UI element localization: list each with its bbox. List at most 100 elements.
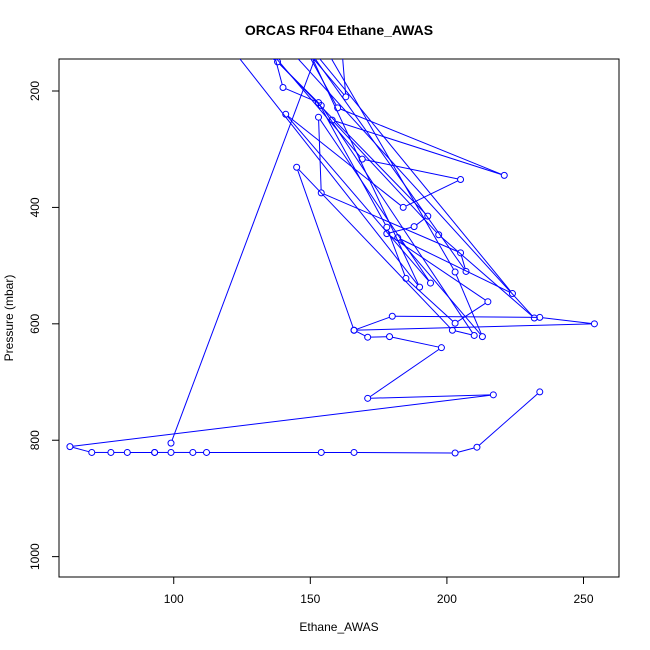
series-segment — [340, 108, 502, 175]
data-point — [203, 448, 211, 456]
data-point — [358, 155, 366, 163]
data-point — [337, 0, 343, 4]
data-point — [416, 283, 424, 291]
series-segment — [457, 447, 475, 453]
x-tick-label: 200 — [437, 592, 457, 606]
data-point — [293, 163, 301, 171]
series-segment — [171, 59, 316, 441]
data-point — [350, 448, 358, 456]
series-segment — [457, 302, 486, 323]
series-segment — [283, 9, 340, 12]
plot-frame — [58, 58, 620, 578]
series-segment — [356, 316, 390, 330]
data-point — [462, 267, 470, 275]
series-segment — [342, 59, 347, 94]
data-point — [457, 249, 465, 257]
series-segment — [297, 59, 533, 317]
x-tick-label: 150 — [300, 592, 320, 606]
data-point — [317, 189, 325, 197]
data-point — [484, 298, 492, 306]
series-segment — [287, 115, 402, 206]
data-point — [435, 231, 443, 239]
series-segment — [356, 331, 366, 337]
chart-title: ORCAS RF04 Ethane_AWAS — [245, 22, 433, 38]
data-point — [189, 448, 197, 456]
series-segment — [319, 119, 430, 281]
series-segment — [319, 105, 386, 225]
data-point — [258, 15, 264, 21]
data-point — [402, 274, 410, 282]
data-point — [239, 1, 245, 7]
data-point — [201, 10, 207, 16]
x-axis: 100 150 200 250 — [164, 576, 594, 606]
series-segment — [298, 169, 451, 329]
data-point — [364, 394, 372, 402]
data-point — [473, 443, 481, 451]
data-point — [364, 333, 372, 341]
series-segment — [274, 0, 281, 8]
y-tick-label: 800 — [28, 430, 42, 450]
series-segment — [279, 63, 427, 215]
data-point — [508, 290, 516, 298]
data-point — [536, 388, 544, 396]
data-point — [328, 116, 336, 124]
series-segment — [276, 59, 361, 158]
data-point — [478, 333, 486, 341]
series-segment — [542, 317, 592, 324]
series-segment — [357, 451, 453, 454]
data-point — [386, 333, 394, 341]
x-tick-label: 250 — [573, 592, 593, 606]
series-segment — [287, 116, 429, 282]
y-tick-label: 200 — [28, 81, 42, 101]
data-point — [225, 4, 231, 10]
series-segment — [370, 394, 491, 399]
data-point — [451, 449, 459, 457]
data-point — [383, 223, 391, 231]
series-segment — [275, 59, 283, 85]
series-segment — [455, 330, 472, 336]
y-axis-label: Pressure (mbar) — [2, 275, 16, 362]
data-point — [410, 223, 418, 231]
series-segment — [312, 59, 419, 285]
data-point — [315, 99, 323, 107]
y-tick-label: 1000 — [28, 543, 42, 570]
series-segment — [392, 336, 439, 348]
data-point — [307, 44, 313, 50]
data-point — [88, 448, 96, 456]
series-segment — [460, 255, 466, 269]
data-point — [451, 268, 459, 276]
series-segment — [207, 8, 226, 12]
data-point — [66, 443, 74, 451]
series-segment — [323, 193, 459, 253]
series-segment — [297, 169, 354, 328]
data-point — [470, 331, 478, 339]
data-point — [167, 448, 175, 456]
data-point — [437, 344, 445, 352]
data-point — [167, 439, 175, 447]
series-segment — [405, 180, 459, 207]
x-axis-label: Ethane_AWAS — [299, 620, 378, 634]
series-segment — [407, 280, 454, 322]
series-segment — [239, 59, 419, 286]
series-segment — [283, 13, 307, 22]
series-segment — [245, 1, 337, 4]
y-tick-label: 600 — [28, 313, 42, 333]
series-segment — [318, 120, 322, 190]
series-segment — [387, 229, 406, 276]
data-point — [500, 171, 508, 179]
data-point — [107, 448, 115, 456]
data-point — [489, 391, 497, 399]
series-segment — [72, 394, 491, 447]
data-point — [424, 212, 432, 220]
data-point — [272, 59, 278, 61]
data-point — [399, 203, 407, 211]
series-segment — [341, 4, 342, 6]
data-point — [279, 84, 287, 92]
series-layer — [66, 0, 598, 457]
data-point — [151, 448, 159, 456]
series-segment — [231, 4, 239, 6]
data-point — [277, 9, 283, 15]
data-point — [394, 234, 402, 242]
data-point — [342, 93, 350, 101]
